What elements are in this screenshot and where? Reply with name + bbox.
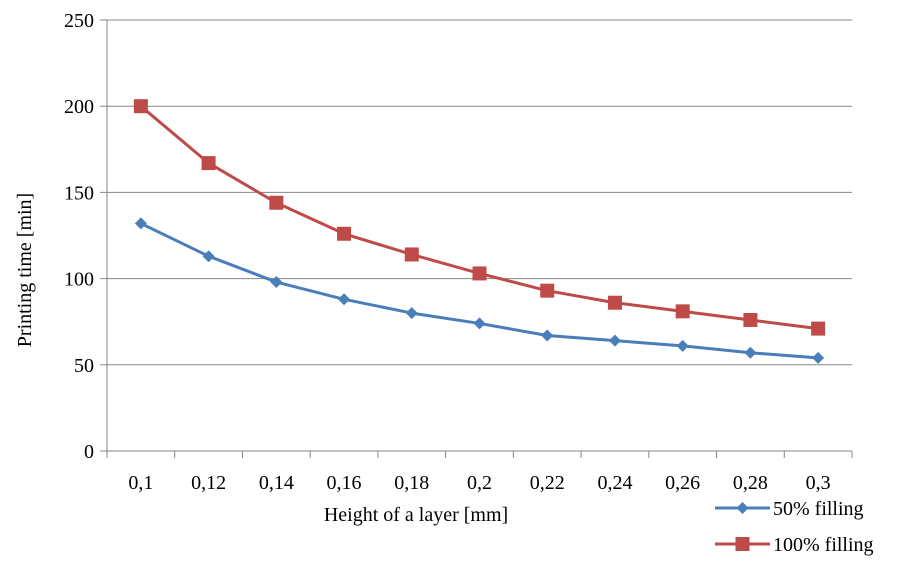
y-tick-label: 250: [64, 10, 94, 32]
data-point: [743, 312, 758, 327]
data-point: [472, 266, 487, 281]
series-line: [140, 222, 819, 360]
data-point: [811, 321, 826, 336]
data-point: [134, 217, 147, 230]
data-point: [338, 293, 351, 306]
data-point: [541, 329, 554, 342]
series-1: [133, 99, 826, 336]
legend-item-0: 50% filling: [715, 498, 864, 520]
data-point: [812, 351, 825, 364]
x-tick-label: 0,1: [128, 472, 153, 494]
data-point: [540, 283, 555, 298]
y-tick-label: 150: [64, 182, 94, 204]
data-point: [270, 276, 283, 289]
legend-item-1: 100% filling: [715, 534, 874, 556]
data-point: [744, 346, 757, 359]
x-tick-label: 0,24: [597, 472, 632, 494]
x-tick-label: 0,26: [665, 472, 700, 494]
gridlines: [107, 19, 852, 366]
series-line: [139, 105, 819, 331]
y-axis-title: Printing time [min]: [14, 193, 36, 347]
data-point: [269, 195, 284, 210]
y-tick-label: 50: [74, 355, 94, 377]
series-0: [134, 217, 825, 364]
x-tick-label: 0,18: [394, 472, 429, 494]
series: [133, 99, 826, 364]
x-axis-title: Height of a layer [mm]: [324, 504, 508, 526]
data-point: [608, 334, 621, 347]
legend-label: 100% filling: [773, 534, 874, 556]
legend-marker: [735, 537, 750, 551]
data-point: [337, 226, 352, 241]
legend-marker: [736, 502, 749, 514]
x-tick-label: 0,12: [191, 472, 226, 494]
x-tick-label: 0,3: [806, 472, 831, 494]
x-tick-label: 0,28: [733, 472, 768, 494]
data-point: [133, 99, 148, 114]
tick-labels: 0 50 100 150 200 250 0,1 0,12 0,14 0,16 0,18 0,2 0,2…: [64, 10, 831, 494]
legend-label: 50% filling: [773, 498, 864, 520]
data-point: [404, 247, 419, 262]
x-tick-label: 0,16: [327, 472, 362, 494]
y-tick-label: 200: [64, 96, 94, 118]
x-tick-label: 0,22: [530, 472, 565, 494]
x-tick-label: 0,14: [259, 472, 294, 494]
data-point: [675, 304, 690, 319]
axes: [100, 19, 853, 458]
legend: 50% filling 100% filling: [715, 498, 874, 556]
x-tick-label: 0,2: [467, 472, 492, 494]
data-point: [676, 339, 689, 352]
data-point: [405, 307, 418, 320]
data-point: [607, 295, 622, 310]
data-point: [201, 156, 216, 171]
data-point: [202, 250, 215, 263]
y-tick-label: 100: [64, 269, 94, 291]
data-point: [473, 317, 486, 330]
y-tick-label: 0: [84, 441, 94, 463]
